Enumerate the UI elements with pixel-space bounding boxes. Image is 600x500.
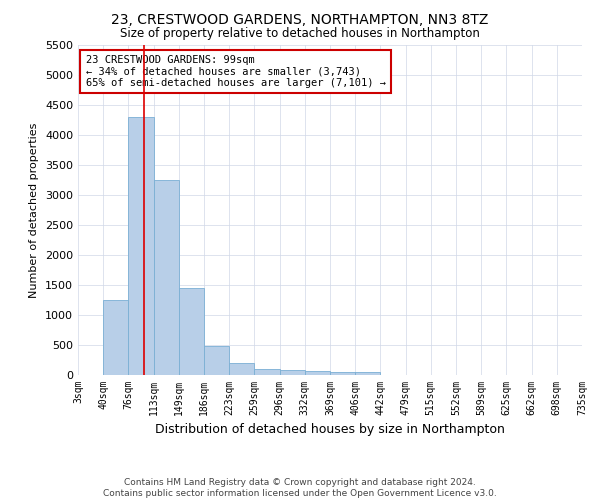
Bar	[154, 180, 179, 375]
Bar	[254, 369, 280, 375]
Text: 23 CRESTWOOD GARDENS: 99sqm
← 34% of detached houses are smaller (3,743)
65% of : 23 CRESTWOOD GARDENS: 99sqm ← 34% of det…	[86, 55, 386, 88]
Bar	[179, 288, 204, 375]
Bar	[204, 346, 229, 375]
Bar	[229, 363, 254, 375]
Text: 23, CRESTWOOD GARDENS, NORTHAMPTON, NN3 8TZ: 23, CRESTWOOD GARDENS, NORTHAMPTON, NN3 …	[112, 12, 488, 26]
Text: Contains HM Land Registry data © Crown copyright and database right 2024.
Contai: Contains HM Land Registry data © Crown c…	[103, 478, 497, 498]
Bar	[128, 117, 154, 375]
Bar	[330, 372, 355, 375]
Bar	[355, 372, 380, 375]
Bar	[103, 300, 128, 375]
X-axis label: Distribution of detached houses by size in Northampton: Distribution of detached houses by size …	[155, 424, 505, 436]
Bar	[280, 370, 305, 375]
Y-axis label: Number of detached properties: Number of detached properties	[29, 122, 40, 298]
Bar	[305, 372, 330, 375]
Text: Size of property relative to detached houses in Northampton: Size of property relative to detached ho…	[120, 28, 480, 40]
